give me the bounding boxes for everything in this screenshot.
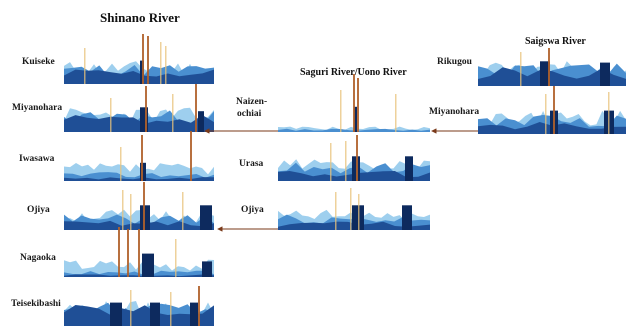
station-label-miyanohara-shinano: Miyanohara	[12, 103, 63, 113]
miyanohara-shinano-rain-spike	[110, 98, 112, 132]
miyanohara-saigawa-rain-spike	[545, 94, 547, 134]
kuiseke-rain-spike	[142, 34, 144, 84]
naizen-ochiai-rain-spike	[340, 90, 342, 132]
station-label-kuiseke: Kuiseke	[22, 57, 55, 67]
rikugou-rain-spike	[520, 52, 522, 86]
miyanohara-saigawa-rain-spike	[608, 92, 610, 134]
rikugou-peak-block	[600, 62, 610, 86]
naizen-ochiai-mid-band	[278, 128, 430, 132]
urasa-rain-spike	[345, 141, 347, 181]
shinano-river-title: Shinano River	[100, 10, 180, 25]
ojiya-saguri-rain-spike	[350, 188, 352, 230]
nagaoka-rain-spike	[118, 227, 120, 277]
ojiya-saguri-rain-spike	[358, 194, 360, 230]
urasa-rain-spike	[356, 135, 358, 181]
teisekibashi-peak-block	[110, 302, 122, 326]
miyanohara-shinano-rain-spike	[195, 84, 197, 132]
saguri-river-title: Saguri River/Uono River	[300, 67, 407, 78]
station-label-ojiya-saguri: Ojiya	[241, 205, 264, 215]
station-label-nagaoka: Nagaoka	[20, 253, 56, 263]
ojiya-saguri-rain-spike	[335, 192, 337, 230]
rikugou-rain-spike	[548, 48, 550, 86]
ojiya-shinano-rain-spike	[143, 182, 145, 230]
kuiseke-rain-spike	[165, 46, 167, 84]
iwasawa-rain-spike	[120, 147, 122, 181]
teisekibashi-dark-band	[64, 305, 214, 326]
miyanohara-shinano-peak-block	[140, 107, 148, 132]
station-label-naizen: Naizen-	[236, 97, 268, 107]
nagaoka-rain-spike	[127, 229, 129, 277]
station-label-urasa: Urasa	[239, 159, 264, 169]
teisekibashi-rain-spike	[198, 286, 200, 326]
iwasawa-rain-spike	[141, 135, 143, 181]
ojiya-saguri-peak-block	[402, 205, 412, 230]
iwasawa-rain-spike	[190, 131, 192, 181]
miyanohara-saigawa-rain-spike	[553, 86, 555, 134]
ojiya-shinano-rain-spike	[182, 192, 184, 230]
miyanohara-shinano-peak-block	[198, 111, 204, 132]
station-label-miyanohara-saigawa: Miyanohara	[429, 107, 480, 117]
nagaoka-rain-spike	[138, 229, 140, 277]
miyanohara-shinano-rain-spike	[145, 86, 147, 132]
teisekibashi-peak-block	[190, 302, 198, 326]
saigawa-river-title: Saigswa River	[525, 36, 586, 47]
teisekibashi-rain-spike	[170, 292, 172, 326]
station-label-iwasawa: Iwasawa	[19, 154, 55, 164]
station-label-teisekibashi: Teisekibashi	[11, 299, 61, 309]
naizen-ochiai-rain-spike	[353, 74, 355, 132]
station-label-rikugou: Rikugou	[437, 57, 472, 67]
nagaoka-rain-spike	[175, 239, 177, 277]
kuiseke-rain-spike	[147, 36, 149, 84]
rikugou-dark-band	[478, 67, 626, 86]
naizen-ochiai-peak-block	[354, 106, 357, 132]
miyanohara-shinano-dark-band	[64, 115, 214, 132]
ojiya-shinano-rain-spike	[122, 190, 124, 230]
urasa-rain-spike	[330, 143, 332, 181]
station-label-ojiya-shinano: Ojiya	[27, 205, 50, 215]
ojiya-shinano-peak-block	[200, 205, 212, 230]
kuiseke-rain-spike	[160, 42, 162, 84]
ojiya-shinano-dark-band	[64, 220, 214, 230]
kuiseke-dark-band	[64, 69, 214, 84]
naizen-ochiai-rain-spike	[357, 78, 359, 132]
station-label-ochiai: ochiai	[237, 109, 262, 119]
urasa-peak-block	[405, 156, 413, 181]
iwasawa-dark-band	[64, 177, 214, 181]
miyanohara-shinano-rain-spike	[172, 94, 174, 132]
teisekibashi-rain-spike	[130, 290, 132, 326]
naizen-ochiai-rain-spike	[395, 94, 397, 132]
nagaoka-peak-block	[202, 261, 212, 277]
ojiya-shinano-rain-spike	[130, 194, 132, 230]
teisekibashi-peak-block	[150, 302, 160, 326]
rikugou-peak-block	[540, 61, 550, 86]
kuiseke-rain-spike	[84, 48, 86, 84]
nagaoka-peak-block	[142, 253, 154, 277]
